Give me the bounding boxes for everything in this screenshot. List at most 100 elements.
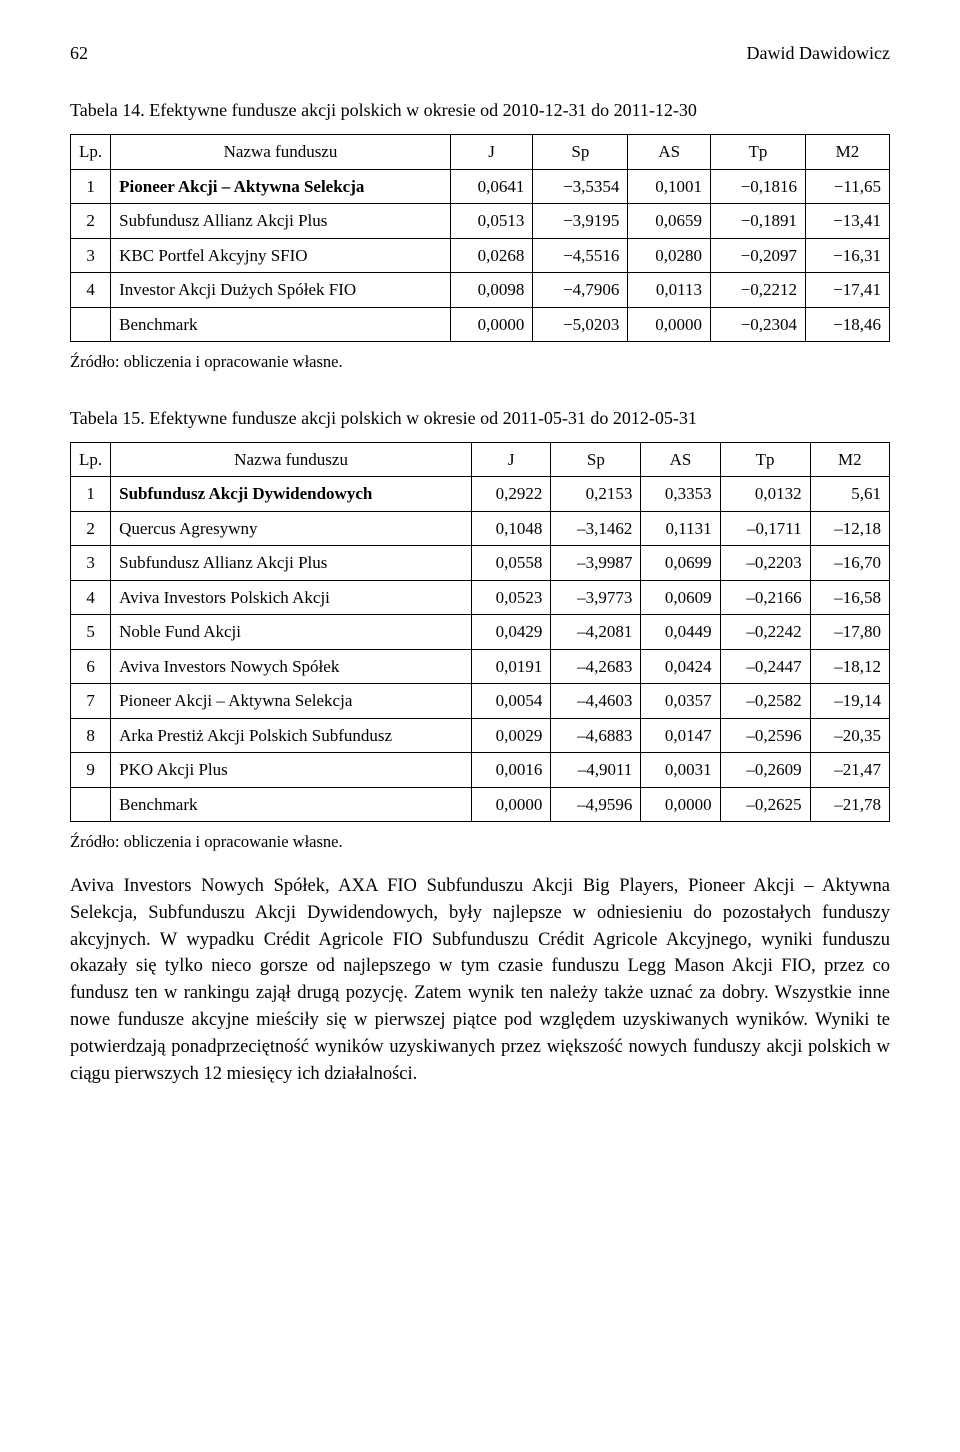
cell-value: –19,14 — [810, 684, 889, 719]
cell-value: −11,65 — [805, 169, 889, 204]
table-row: 5Noble Fund Akcji0,0429–4,20810,0449–0,2… — [71, 615, 890, 650]
cell-value: 0,0523 — [472, 580, 551, 615]
cell-value: 0,0029 — [472, 718, 551, 753]
table-row: 8Arka Prestiż Akcji Polskich Subfundusz0… — [71, 718, 890, 753]
cell-name: Subfundusz Allianz Akcji Plus — [111, 204, 451, 239]
cell-name: Pioneer Akcji – Aktywna Selekcja — [111, 684, 472, 719]
cell-value: –4,6883 — [551, 718, 641, 753]
col-as: AS — [641, 442, 720, 477]
table14-caption: Tabela 14. Efektywne fundusze akcji pols… — [70, 97, 890, 124]
col-name: Nazwa funduszu — [111, 135, 451, 170]
cell-value: –4,4603 — [551, 684, 641, 719]
cell-value: –21,78 — [810, 787, 889, 822]
cell-value: 0,0659 — [628, 204, 711, 239]
cell-value: 0,0098 — [450, 273, 533, 308]
cell-value: –4,2683 — [551, 649, 641, 684]
cell-value: 5,61 — [810, 477, 889, 512]
cell-value: –3,9987 — [551, 546, 641, 581]
cell-value: −0,1891 — [710, 204, 805, 239]
table-row: 4Aviva Investors Polskich Akcji0,0523–3,… — [71, 580, 890, 615]
cell-value: 0,0000 — [628, 307, 711, 342]
cell-name: Quercus Agresywny — [111, 511, 472, 546]
cell-value: 0,0191 — [472, 649, 551, 684]
cell-value: 0,0031 — [641, 753, 720, 788]
table-row: 2Quercus Agresywny0,1048–3,14620,1131–0,… — [71, 511, 890, 546]
cell-lp: 1 — [71, 169, 111, 204]
cell-lp: 9 — [71, 753, 111, 788]
cell-lp: 4 — [71, 273, 111, 308]
cell-value: –0,2582 — [720, 684, 810, 719]
cell-value: −16,31 — [805, 238, 889, 273]
page-header: 62 Dawid Dawidowicz — [70, 40, 890, 67]
cell-value: 0,0016 — [472, 753, 551, 788]
table-row: 1Pioneer Akcji – Aktywna Selekcja0,0641−… — [71, 169, 890, 204]
cell-value: −0,2304 — [710, 307, 805, 342]
table-row: 7Pioneer Akcji – Aktywna Selekcja0,0054–… — [71, 684, 890, 719]
cell-value: –0,2625 — [720, 787, 810, 822]
col-tp: Tp — [720, 442, 810, 477]
cell-value: –0,2242 — [720, 615, 810, 650]
table15-caption: Tabela 15. Efektywne fundusze akcji pols… — [70, 405, 890, 432]
cell-lp: 2 — [71, 204, 111, 239]
cell-value: 0,2922 — [472, 477, 551, 512]
cell-value: 0,0558 — [472, 546, 551, 581]
cell-value: −13,41 — [805, 204, 889, 239]
cell-value: –18,12 — [810, 649, 889, 684]
col-tp: Tp — [710, 135, 805, 170]
cell-lp: 6 — [71, 649, 111, 684]
page-number: 62 — [70, 40, 88, 67]
cell-name: Aviva Investors Polskich Akcji — [111, 580, 472, 615]
table-row: 9PKO Akcji Plus0,0016–4,90110,0031–0,260… — [71, 753, 890, 788]
cell-value: –20,35 — [810, 718, 889, 753]
table-row: 4Investor Akcji Dużych Spółek FIO0,0098−… — [71, 273, 890, 308]
col-sp: Sp — [533, 135, 628, 170]
cell-lp: 8 — [71, 718, 111, 753]
cell-lp: 5 — [71, 615, 111, 650]
cell-value: –16,70 — [810, 546, 889, 581]
cell-name: Arka Prestiż Akcji Polskich Subfundusz — [111, 718, 472, 753]
table14: Lp. Nazwa funduszu J Sp AS Tp M2 1Pionee… — [70, 134, 890, 342]
cell-value: –16,58 — [810, 580, 889, 615]
cell-value: –0,2596 — [720, 718, 810, 753]
cell-value: −3,9195 — [533, 204, 628, 239]
cell-lp: 2 — [71, 511, 111, 546]
cell-value: 0,0513 — [450, 204, 533, 239]
cell-name: Aviva Investors Nowych Spółek — [111, 649, 472, 684]
cell-value: –17,80 — [810, 615, 889, 650]
table14-header-row: Lp. Nazwa funduszu J Sp AS Tp M2 — [71, 135, 890, 170]
cell-name: Benchmark — [111, 787, 472, 822]
cell-value: −0,2212 — [710, 273, 805, 308]
col-m2: M2 — [805, 135, 889, 170]
cell-value: 0,0268 — [450, 238, 533, 273]
table15: Lp. Nazwa funduszu J Sp AS Tp M2 1Subfun… — [70, 442, 890, 823]
cell-lp: 7 — [71, 684, 111, 719]
col-lp: Lp. — [71, 135, 111, 170]
cell-lp: 4 — [71, 580, 111, 615]
table-row: 2Subfundusz Allianz Akcji Plus0,0513−3,9… — [71, 204, 890, 239]
cell-value: 0,0000 — [450, 307, 533, 342]
cell-value: 0,0132 — [720, 477, 810, 512]
cell-value: 0,0000 — [641, 787, 720, 822]
cell-value: 0,3353 — [641, 477, 720, 512]
cell-value: −18,46 — [805, 307, 889, 342]
cell-value: –3,1462 — [551, 511, 641, 546]
cell-value: 0,1131 — [641, 511, 720, 546]
cell-value: –4,9596 — [551, 787, 641, 822]
cell-value: −17,41 — [805, 273, 889, 308]
table14-source: Źródło: obliczenia i opracowanie własne. — [70, 350, 890, 375]
cell-value: 0,0609 — [641, 580, 720, 615]
col-sp: Sp — [551, 442, 641, 477]
cell-value: 0,0113 — [628, 273, 711, 308]
cell-value: –3,9773 — [551, 580, 641, 615]
cell-value: 0,0147 — [641, 718, 720, 753]
table15-source: Źródło: obliczenia i opracowanie własne. — [70, 830, 890, 855]
cell-value: −4,7906 — [533, 273, 628, 308]
cell-value: –0,2447 — [720, 649, 810, 684]
table15-header-row: Lp. Nazwa funduszu J Sp AS Tp M2 — [71, 442, 890, 477]
cell-value: –0,1711 — [720, 511, 810, 546]
cell-value: –0,2609 — [720, 753, 810, 788]
cell-name: Investor Akcji Dużych Spółek FIO — [111, 273, 451, 308]
cell-value: –0,2203 — [720, 546, 810, 581]
col-as: AS — [628, 135, 711, 170]
cell-value: 0,0424 — [641, 649, 720, 684]
